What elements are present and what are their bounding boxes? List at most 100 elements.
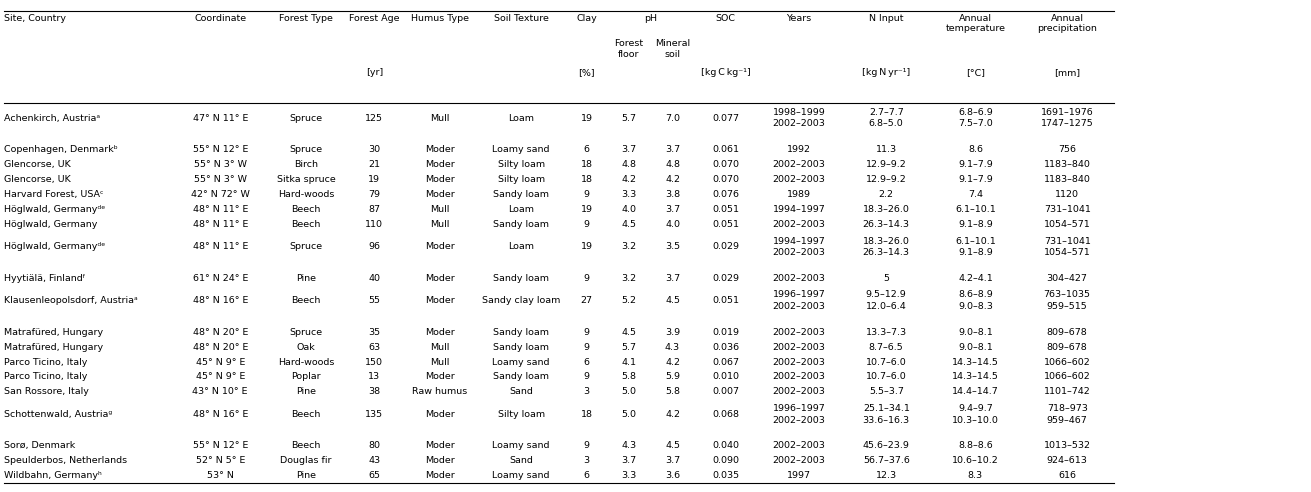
Text: 12.9–9.2: 12.9–9.2: [865, 175, 907, 184]
Text: 9.4–9.7
10.3–10.0: 9.4–9.7 10.3–10.0: [952, 404, 999, 425]
Text: Loam: Loam: [509, 205, 534, 214]
Text: 3.3: 3.3: [621, 471, 636, 480]
Text: 1054–571: 1054–571: [1044, 220, 1091, 229]
Text: 0.019: 0.019: [712, 328, 739, 337]
Text: 3.9: 3.9: [665, 328, 680, 337]
Text: 18: 18: [581, 160, 593, 169]
Text: 19: 19: [581, 114, 593, 123]
Text: Klausenleopolsdorf, Austriaᵃ: Klausenleopolsdorf, Austriaᵃ: [4, 296, 138, 305]
Text: Sandy loam: Sandy loam: [493, 372, 549, 381]
Text: Spruce: Spruce: [290, 145, 323, 154]
Text: 0.070: 0.070: [712, 175, 739, 184]
Text: Spruce: Spruce: [290, 243, 323, 251]
Text: Douglas fir: Douglas fir: [281, 456, 332, 465]
Text: 45.6–23.9: 45.6–23.9: [863, 441, 910, 450]
Text: 1120: 1120: [1055, 190, 1079, 199]
Text: 48° N 16° E: 48° N 16° E: [193, 296, 248, 305]
Text: 9: 9: [583, 190, 590, 199]
Text: 1996–1997
2002–2003: 1996–1997 2002–2003: [772, 404, 826, 425]
Text: 2002–2003: 2002–2003: [772, 387, 826, 397]
Text: 9: 9: [583, 441, 590, 450]
Text: Sand: Sand: [509, 387, 534, 397]
Text: 1101–742: 1101–742: [1044, 387, 1091, 397]
Text: 5: 5: [884, 274, 889, 283]
Text: Sand: Sand: [509, 456, 534, 465]
Text: Sandy loam: Sandy loam: [493, 274, 549, 283]
Text: Loamy sand: Loamy sand: [493, 471, 549, 480]
Text: 45° N 9° E: 45° N 9° E: [195, 358, 245, 367]
Text: 2002–2003: 2002–2003: [772, 358, 826, 367]
Text: Birch: Birch: [294, 160, 319, 169]
Text: 1997: 1997: [787, 471, 812, 480]
Text: 6.8–6.9
7.5–7.0: 6.8–6.9 7.5–7.0: [958, 108, 992, 128]
Text: 5.7: 5.7: [621, 342, 636, 352]
Text: 5.8: 5.8: [665, 387, 680, 397]
Text: Moder: Moder: [425, 160, 455, 169]
Text: 0.076: 0.076: [712, 190, 739, 199]
Text: Hard-woods: Hard-woods: [278, 190, 334, 199]
Text: 1066–602: 1066–602: [1044, 372, 1091, 381]
Text: 52° N 5° E: 52° N 5° E: [195, 456, 245, 465]
Text: 21: 21: [368, 160, 380, 169]
Text: 6.1–10.1
9.1–8.9: 6.1–10.1 9.1–8.9: [954, 237, 996, 257]
Text: Copenhagen, Denmarkᵇ: Copenhagen, Denmarkᵇ: [4, 145, 118, 154]
Text: Beech: Beech: [291, 205, 321, 214]
Text: 4.2: 4.2: [665, 410, 680, 419]
Text: 4.5: 4.5: [665, 296, 680, 305]
Text: Pine: Pine: [296, 274, 316, 283]
Text: 4.3: 4.3: [621, 441, 636, 450]
Text: 4.5: 4.5: [621, 220, 636, 229]
Text: Soil Texture: Soil Texture: [494, 14, 548, 23]
Text: Höglwald, Germanyᵈᵉ: Höglwald, Germanyᵈᵉ: [4, 205, 105, 214]
Text: Moder: Moder: [425, 175, 455, 184]
Text: 9: 9: [583, 220, 590, 229]
Text: Speulderbos, Netherlands: Speulderbos, Netherlands: [4, 456, 127, 465]
Text: 150: 150: [366, 358, 383, 367]
Text: 4.2: 4.2: [621, 175, 636, 184]
Text: 0.068: 0.068: [712, 410, 739, 419]
Text: 4.0: 4.0: [665, 220, 680, 229]
Text: 8.3: 8.3: [968, 471, 983, 480]
Text: Beech: Beech: [291, 410, 321, 419]
Text: Forest Type: Forest Type: [279, 14, 333, 23]
Text: 4.5: 4.5: [621, 328, 636, 337]
Text: 19: 19: [368, 175, 380, 184]
Text: 0.040: 0.040: [712, 441, 739, 450]
Text: 55° N 12° E: 55° N 12° E: [193, 145, 248, 154]
Text: [°C]: [°C]: [966, 68, 985, 77]
Text: 9.0–8.1: 9.0–8.1: [958, 328, 992, 337]
Text: 55° N 12° E: 55° N 12° E: [193, 441, 248, 450]
Text: [mm]: [mm]: [1054, 68, 1080, 77]
Text: 5.2: 5.2: [621, 296, 636, 305]
Text: Silty loam: Silty loam: [498, 410, 544, 419]
Text: 125: 125: [366, 114, 383, 123]
Text: 3.8: 3.8: [665, 190, 680, 199]
Text: 3.7: 3.7: [665, 274, 680, 283]
Text: Beech: Beech: [291, 441, 321, 450]
Text: 2002–2003: 2002–2003: [772, 175, 826, 184]
Text: 2002–2003: 2002–2003: [772, 441, 826, 450]
Text: 5.9: 5.9: [665, 372, 680, 381]
Text: 9.1–7.9: 9.1–7.9: [958, 175, 992, 184]
Text: Höglwald, Germanyᵈᵉ: Höglwald, Germanyᵈᵉ: [4, 243, 105, 251]
Text: 2002–2003: 2002–2003: [772, 342, 826, 352]
Text: 3.6: 3.6: [665, 471, 680, 480]
Text: 3.2: 3.2: [621, 243, 636, 251]
Text: Mineral
soil: Mineral soil: [656, 39, 690, 59]
Text: 48° N 11° E: 48° N 11° E: [193, 220, 248, 229]
Text: 0.007: 0.007: [712, 387, 739, 397]
Text: Sandy loam: Sandy loam: [493, 342, 549, 352]
Text: Hyytiälä, Finlandᶠ: Hyytiälä, Finlandᶠ: [4, 274, 85, 283]
Text: 731–1041
1054–571: 731–1041 1054–571: [1044, 237, 1091, 257]
Text: San Rossore, Italy: San Rossore, Italy: [4, 387, 89, 397]
Text: 731–1041: 731–1041: [1044, 205, 1091, 214]
Text: 4.2: 4.2: [665, 175, 680, 184]
Text: Spruce: Spruce: [290, 114, 323, 123]
Text: Glencorse, UK: Glencorse, UK: [4, 175, 71, 184]
Text: Harvard Forest, USAᶜ: Harvard Forest, USAᶜ: [4, 190, 104, 199]
Text: 0.090: 0.090: [712, 456, 739, 465]
Text: Moder: Moder: [425, 145, 455, 154]
Text: 763–1035
959–515: 763–1035 959–515: [1044, 290, 1091, 311]
Text: 2002–2003: 2002–2003: [772, 220, 826, 229]
Text: Moder: Moder: [425, 456, 455, 465]
